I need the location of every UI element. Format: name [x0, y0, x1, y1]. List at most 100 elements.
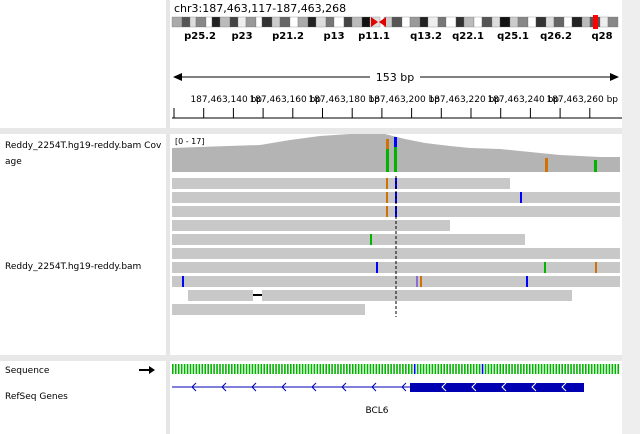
ideogram-band [599, 16, 609, 28]
sequence-base [472, 364, 475, 374]
sequence-base [363, 364, 366, 374]
sequence-base [343, 364, 345, 374]
refseq-track-name[interactable]: RefSeq Genes [5, 392, 68, 402]
read-mismatch [182, 276, 184, 287]
coverage-mismatch-bar [594, 160, 597, 172]
span-label: 153 bp [376, 71, 414, 84]
read-mismatch [520, 192, 522, 203]
coverage-and-alignments[interactable]: [0 - 17] [170, 134, 622, 355]
sequence-base [614, 364, 617, 374]
sequence-base [587, 364, 590, 374]
data-name-panel: Reddy_2254T.hg19-reddy.bam Cov age Reddy… [0, 134, 166, 355]
read-mismatch [370, 234, 372, 245]
gene-name-label: BCL6 [365, 406, 388, 416]
alignment-track-name[interactable]: Reddy_2254T.hg19-reddy.bam [5, 262, 142, 272]
ideogram-band [171, 16, 183, 28]
sequence-base [186, 364, 189, 374]
read[interactable] [262, 290, 572, 301]
read[interactable] [172, 178, 510, 189]
sequence-base [334, 364, 336, 374]
sequence-base [216, 364, 218, 374]
ideogram-band [527, 16, 537, 28]
read[interactable] [188, 290, 253, 301]
sequence-base [449, 364, 451, 374]
ideogram-band [517, 16, 529, 28]
sequence-base [593, 364, 596, 374]
ideogram-band [535, 16, 547, 28]
sequence-base [464, 364, 466, 374]
sequence-base [290, 364, 292, 374]
ideogram-band [473, 16, 483, 28]
ideogram-band [351, 16, 363, 28]
sequence-base [531, 364, 534, 374]
read-mismatch [376, 262, 378, 273]
sequence-base [413, 364, 416, 374]
sequence-base [375, 364, 378, 374]
read-mismatch [386, 206, 388, 217]
ideogram-band [343, 16, 353, 28]
sequence-track[interactable] [172, 364, 620, 374]
sequence-base [307, 364, 310, 374]
sequence-base [263, 364, 266, 374]
read[interactable] [172, 304, 365, 315]
centromere-marker [371, 17, 378, 27]
coverage-track-name-line2[interactable]: age [5, 157, 22, 167]
sequence-base [461, 364, 463, 374]
current-region-marker[interactable] [593, 15, 598, 29]
ideogram-band-label: q28 [591, 31, 612, 42]
sequence-base [484, 364, 487, 374]
sequence-base [281, 364, 283, 374]
sequence-base [549, 364, 552, 374]
alignment-track[interactable] [172, 176, 620, 317]
read[interactable] [172, 220, 450, 231]
strand-chevron-icon [561, 382, 567, 392]
coverage-track-name-line1[interactable]: Reddy_2254T.hg19-reddy.bam Cov [5, 141, 162, 151]
sequence-base [251, 364, 254, 374]
sequence-track-name[interactable]: Sequence [5, 366, 50, 376]
right-scrollbar[interactable] [622, 0, 640, 434]
gene-exon[interactable] [410, 383, 584, 392]
sequence-base [325, 364, 327, 374]
sequence-base [351, 364, 354, 374]
sequence-base [399, 364, 401, 374]
vertical-divider[interactable] [166, 0, 170, 434]
sequence-base [534, 364, 537, 374]
strand-chevron-icon [341, 382, 347, 392]
ideogram-band [307, 16, 317, 28]
coverage-mismatch-bar [394, 137, 397, 172]
sequence-base [387, 364, 389, 374]
sequence-base [405, 364, 407, 374]
sequence-base [390, 364, 392, 374]
sequence-base [292, 364, 295, 374]
right-arrow-icon[interactable] [138, 365, 156, 375]
sequence-base [322, 364, 325, 374]
read[interactable] [172, 234, 525, 245]
chromosome-ideogram[interactable]: p25.2 p23 p21.2 p13 p11.1 q13.2 q22.1 q25.1 q26.… [170, 14, 622, 54]
sequence-base [328, 364, 330, 374]
sequence-base [222, 364, 224, 374]
feature-tracks[interactable]: BCL6 [170, 361, 622, 434]
sequence-base [416, 364, 419, 374]
sequence-base [298, 364, 301, 374]
sequence-base [469, 364, 472, 374]
ruler-tick-label: 187,463,200 bp [368, 95, 440, 105]
strand-chevron-icon [251, 382, 257, 392]
sequence-base [543, 364, 546, 374]
sequence-base [475, 364, 478, 374]
sequence-base [514, 364, 516, 374]
sequence-base [319, 364, 322, 374]
feature-data-panel: BCL6 [170, 361, 622, 434]
sequence-base [357, 364, 360, 374]
read-mismatch [420, 276, 422, 287]
strand-chevron-icon [501, 382, 507, 392]
ideogram-band [401, 16, 411, 28]
sequence-base [511, 364, 513, 374]
sequence-base [260, 364, 263, 374]
refseq-gene-track[interactable]: BCL6 [172, 382, 584, 416]
sequence-base [180, 364, 183, 374]
sequence-base [266, 364, 268, 374]
ideogram-band [229, 16, 239, 28]
coverage-track[interactable]: [0 - 17] [172, 134, 620, 172]
feature-panel-divider[interactable] [0, 355, 640, 361]
